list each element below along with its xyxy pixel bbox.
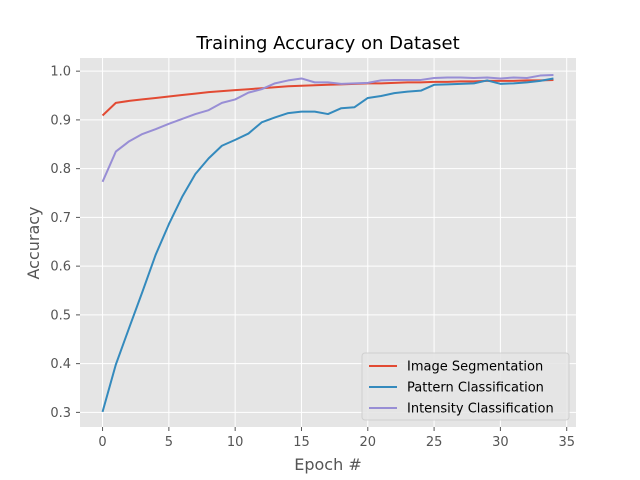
x-tick-label: 10 (227, 435, 244, 450)
y-tick-label: 1.0 (50, 65, 71, 80)
y-tick-label: 0.7 (50, 211, 71, 226)
x-tick-label: 25 (426, 435, 443, 450)
x-tick-label: 30 (492, 435, 509, 450)
y-axis-label: Accuracy (24, 206, 43, 279)
series-lines (101, 74, 554, 413)
legend: Image Segmentation Pattern Classification… (361, 352, 570, 421)
x-tick-label: 15 (293, 435, 310, 450)
legend-label-pattern-classification: Pattern Classification (407, 381, 544, 396)
legend-label-intensity-classification: Intensity Classification (407, 402, 554, 417)
chart-title: Training Accuracy on Dataset (195, 33, 459, 54)
x-tick-label: 20 (360, 435, 377, 450)
x-tick-label: 35 (558, 435, 575, 450)
x-tick-label: 0 (98, 435, 106, 450)
legend-label-image-segmentation: Image Segmentation (407, 360, 543, 375)
series-line-image-segmentation (101, 78, 554, 117)
y-tick-label: 0.3 (50, 406, 71, 421)
series-line-pattern-classification (101, 77, 554, 413)
y-tick-label: 0.8 (50, 162, 71, 177)
x-axis-label: Epoch # (294, 455, 361, 474)
y-tick-label: 0.6 (50, 260, 71, 275)
y-tick-label: 0.9 (50, 113, 71, 128)
x-tick-label: 5 (165, 435, 173, 450)
y-tick-label: 0.5 (50, 308, 71, 323)
axis-ticks: 0 5 10 15 20 25 30 35 0.3 0.4 0.5 0.6 0.7 0.8 0.9 1.0 (50, 65, 575, 450)
y-tick-label: 0.4 (50, 357, 71, 372)
series-line-intensity-classification (101, 74, 554, 183)
legend-box (361, 352, 570, 421)
